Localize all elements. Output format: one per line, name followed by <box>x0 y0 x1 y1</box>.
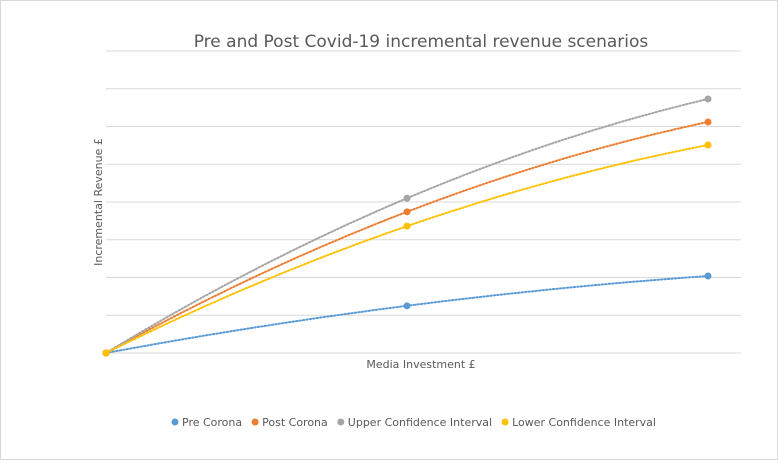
legend-marker <box>171 418 179 426</box>
data-point <box>704 95 712 103</box>
y-axis-label: Incremental Revenue £ <box>92 138 105 266</box>
series-line-post-corona <box>105 121 709 354</box>
series-line-pre-corona <box>105 275 709 354</box>
legend-marker <box>337 418 345 426</box>
legend-label: Upper Confidence Interval <box>348 416 492 429</box>
data-point <box>403 302 411 310</box>
legend-label: Lower Confidence Interval <box>512 416 656 429</box>
legend-item: Upper Confidence Interval <box>337 416 492 429</box>
legend-item: Post Corona <box>251 416 328 429</box>
legend-item: Lower Confidence Interval <box>501 416 656 429</box>
data-point <box>403 194 411 202</box>
legend-label: Pre Corona <box>182 416 242 429</box>
data-point <box>704 141 712 149</box>
gridlines <box>106 50 741 354</box>
legend: Pre Corona Post Corona Upper Confidence In… <box>171 416 656 429</box>
chart-title: Pre and Post Covid-19 incremental revenu… <box>194 32 649 52</box>
data-point <box>704 118 712 126</box>
data-point <box>102 349 110 357</box>
legend-marker <box>501 418 509 426</box>
series-points <box>102 95 712 357</box>
x-axis-label: Media Investment £ <box>366 358 475 371</box>
data-point <box>403 208 411 216</box>
legend-label: Post Corona <box>262 416 328 429</box>
series-line-lower-confidence-interval <box>105 144 709 354</box>
legend-item: Pre Corona <box>171 416 242 429</box>
data-point <box>704 272 712 280</box>
data-point <box>403 222 411 230</box>
legend-marker <box>251 418 259 426</box>
